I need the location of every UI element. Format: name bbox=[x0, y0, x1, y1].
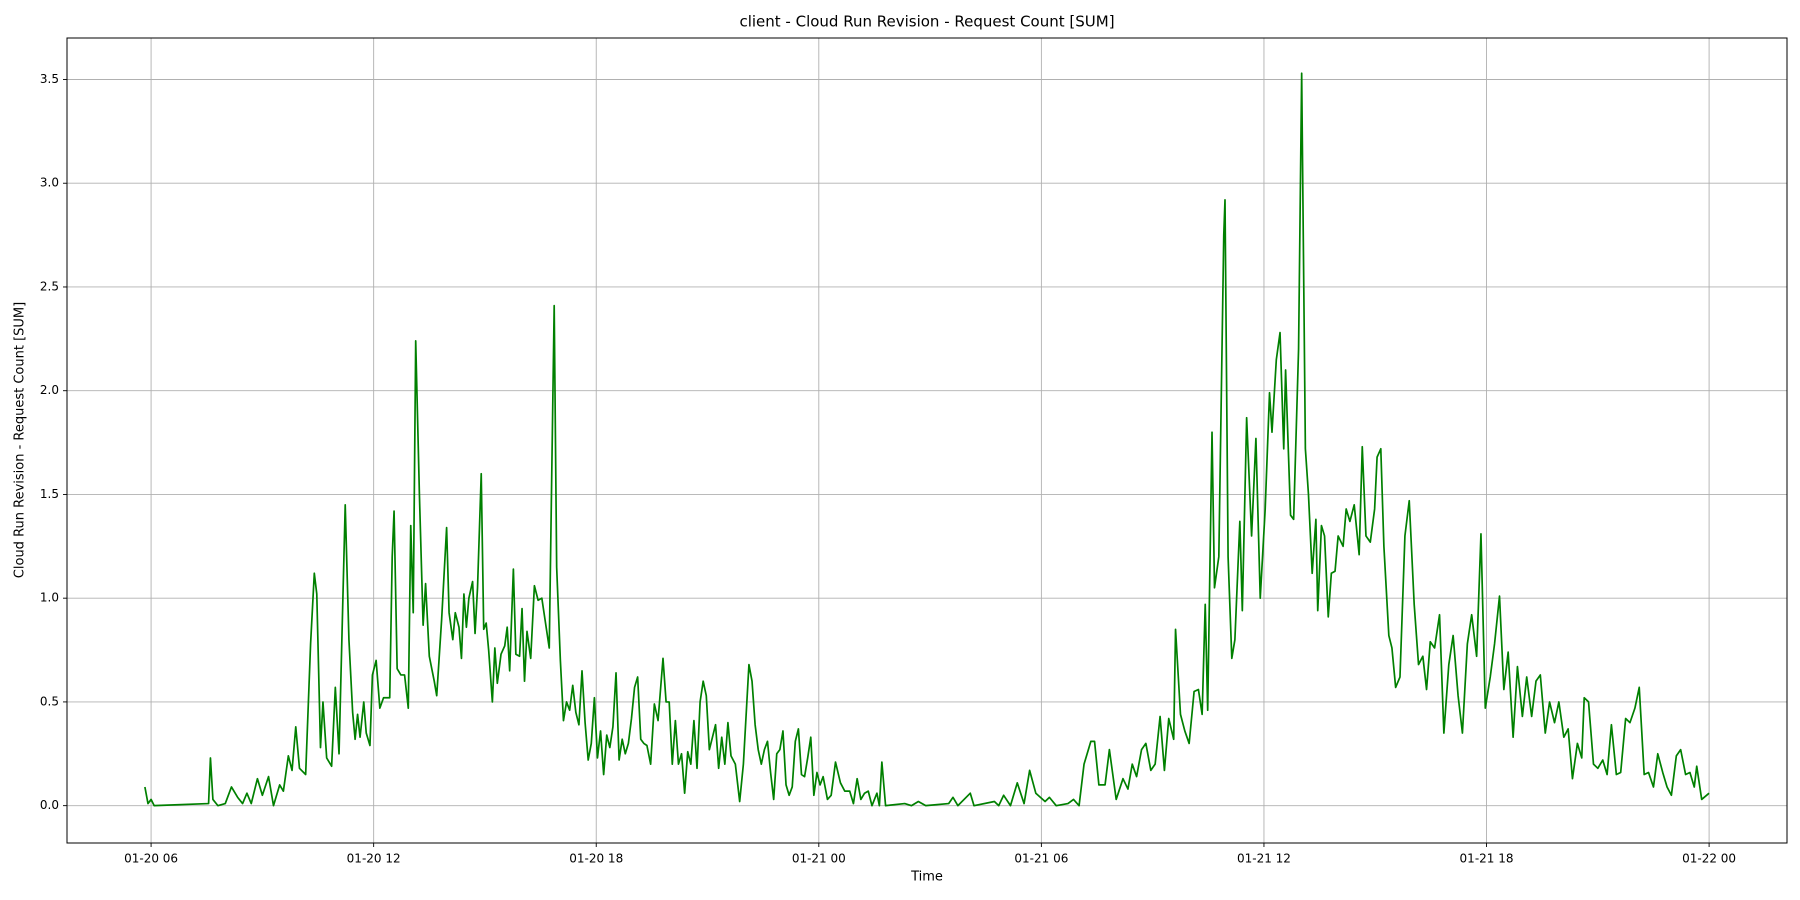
y-tick-label: 2.0 bbox=[40, 383, 59, 397]
y-axis-label: Cloud Run Revision - Request Count [SUM] bbox=[13, 302, 28, 578]
y-tick-label: 3.5 bbox=[40, 72, 59, 86]
y-tick-label: 1.0 bbox=[40, 591, 59, 605]
y-tick-label: 3.0 bbox=[40, 176, 59, 190]
x-tick-label: 01-21 06 bbox=[1014, 852, 1068, 866]
y-tick-label: 0.5 bbox=[40, 694, 59, 708]
x-tick-label: 01-20 12 bbox=[347, 852, 401, 866]
x-tick-label: 01-20 18 bbox=[569, 852, 623, 866]
x-tick-label: 01-22 00 bbox=[1682, 852, 1736, 866]
y-tick-label: 0.0 bbox=[40, 798, 59, 812]
x-tick-label: 01-21 00 bbox=[792, 852, 846, 866]
data-line bbox=[144, 72, 1710, 807]
y-tick-label: 1.5 bbox=[40, 487, 59, 501]
x-axis-label: Time bbox=[910, 870, 943, 885]
plot-frame bbox=[66, 37, 1788, 844]
x-tick-label: 01-21 18 bbox=[1460, 852, 1514, 866]
x-tick-label: 01-20 06 bbox=[124, 852, 178, 866]
y-tick-label: 2.5 bbox=[40, 279, 59, 293]
chart-title: client - Cloud Run Revision - Request Co… bbox=[739, 13, 1114, 31]
x-tick-label: 01-21 12 bbox=[1237, 852, 1291, 866]
